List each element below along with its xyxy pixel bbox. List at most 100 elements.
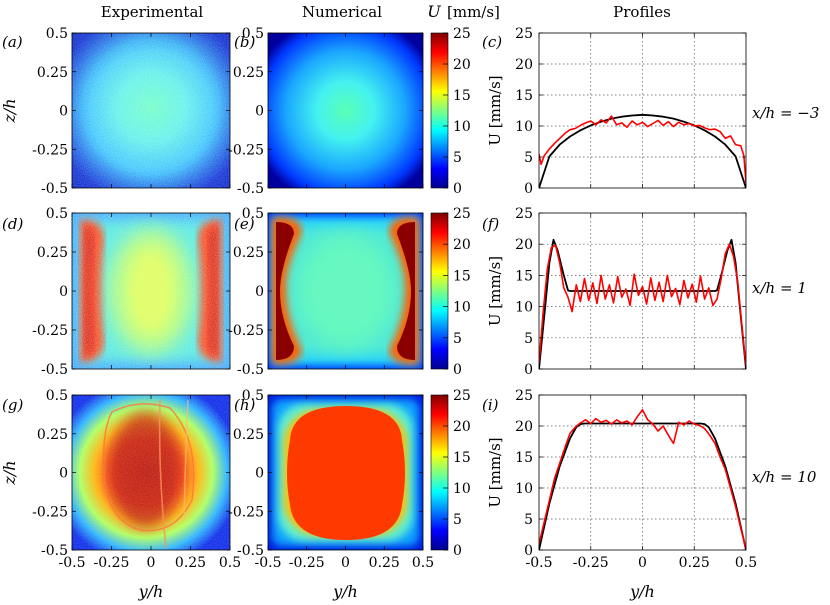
colorbar-tick-label: 25 — [453, 26, 471, 42]
y-tick-label: 20 — [515, 57, 533, 73]
colorbar-tick-label: 20 — [453, 237, 471, 253]
u-axis-label: U [mm/s] — [486, 75, 504, 145]
panel-label-a: (a) — [2, 33, 23, 51]
profile-axes — [539, 395, 746, 550]
colorbar-tick-label: 0 — [453, 543, 462, 559]
y-tick-label: -0.25 — [228, 504, 264, 520]
y-tick-label: 20 — [515, 237, 533, 253]
colorbar-tick-label: 15 — [453, 450, 471, 466]
colorbar-tick-label: 5 — [453, 150, 462, 166]
y-tick-label: 0 — [255, 466, 264, 482]
heatmap-b — [267, 32, 424, 189]
colorbar-b — [430, 32, 449, 189]
axes-decorations: 0.5 0.25 0 -0.25 -0.5 z/h 0.5 0.25 0 -0.25 -0.5 25 2… — [0, 26, 757, 601]
y-tick-label: -0.25 — [228, 142, 264, 158]
y-tick-label: -0.25 — [228, 323, 264, 339]
y-tick-label: 5 — [524, 512, 533, 528]
x-tick-label: -0.5 — [255, 555, 282, 571]
heatmap-d — [71, 212, 231, 370]
y-tick-label: 0 — [524, 362, 533, 378]
colorbar-tick-label: 5 — [453, 331, 462, 347]
heatmap-a — [71, 32, 231, 189]
colorbar-tick-label: 20 — [453, 419, 471, 435]
x-tick-label: 0.5 — [412, 555, 434, 571]
panel-label-h: (h) — [234, 396, 256, 414]
y-tick-label: 5 — [524, 150, 533, 166]
x-tick-label: -0.25 — [573, 555, 609, 571]
y-tick-label: 15 — [515, 268, 533, 284]
x-tick-label: 0.5 — [735, 555, 757, 571]
y-tick-label: 15 — [515, 88, 533, 104]
colorbar-tick-label: 25 — [453, 206, 471, 222]
x-tick-label: -0.5 — [59, 555, 86, 571]
title-colorbar-var: U — [427, 2, 441, 21]
y-tick-label: -0.5 — [237, 362, 264, 378]
panel-label-g: (g) — [2, 396, 23, 414]
heatmap-h — [267, 394, 424, 551]
u-axis-label: U [mm/s] — [486, 437, 504, 507]
y-tick-label: -0.5 — [41, 543, 68, 559]
panel-label-e: (e) — [234, 215, 255, 233]
y-tick-label: -0.5 — [237, 181, 264, 197]
row-label-2: x/h = 1 — [752, 279, 807, 297]
colorbar-tick-label: 25 — [453, 388, 471, 404]
colorbar-tick-label: 10 — [453, 300, 471, 316]
profile-axes — [539, 33, 746, 188]
title-numerical: Numerical — [302, 3, 382, 21]
y-tick-label: 25 — [515, 388, 533, 404]
series-experimental — [539, 115, 746, 184]
y-tick-label: 0 — [524, 181, 533, 197]
x-tick-label: 0 — [341, 555, 350, 571]
y-tick-label: 10 — [515, 300, 533, 316]
panel-label-f: (f) — [482, 215, 499, 233]
y-axis-label: y/h — [332, 582, 358, 601]
z-axis-label: z/h — [0, 460, 19, 485]
y-tick-label: 0.5 — [242, 388, 264, 404]
colorbar-tick-label: 0 — [453, 362, 462, 378]
colorbar-tick-label: 10 — [453, 119, 471, 135]
y-tick-label: 0 — [255, 104, 264, 120]
x-tick-label: 0.25 — [679, 555, 710, 571]
y-tick-label: 25 — [515, 206, 533, 222]
y-tick-label: -0.25 — [32, 504, 68, 520]
y-tick-label: 0 — [255, 284, 264, 300]
heatmap-g — [71, 394, 231, 551]
series-experimental — [539, 409, 746, 549]
y-tick-label: 20 — [515, 419, 533, 435]
x-tick-label: 0 — [638, 555, 647, 571]
y-tick-label: 0 — [59, 104, 68, 120]
profile-axes — [539, 213, 746, 369]
colorbar-tick-label: 10 — [453, 481, 471, 497]
y-tick-label: 0.25 — [37, 245, 68, 261]
x-tick-label: 0.25 — [175, 555, 206, 571]
series-numerical — [539, 422, 746, 550]
y-tick-label: -0.5 — [41, 181, 68, 197]
y-tick-label: 0 — [59, 466, 68, 482]
y-tick-label: 0.25 — [233, 65, 264, 81]
x-tick-label: -0.25 — [289, 555, 325, 571]
x-tick-label: -0.25 — [94, 555, 130, 571]
colorbar-e — [430, 212, 449, 370]
y-tick-label: 15 — [515, 450, 533, 466]
y-axis-label: y/h — [138, 582, 164, 601]
z-axis-label: z/h — [0, 98, 19, 123]
y-tick-label: 0.5 — [46, 26, 68, 42]
y-tick-label: -0.5 — [237, 543, 264, 559]
y-tick-label: 0.5 — [242, 26, 264, 42]
y-tick-label: 5 — [524, 331, 533, 347]
y-tick-label: 0.25 — [233, 427, 264, 443]
y-tick-label: 0.25 — [37, 65, 68, 81]
colorbar-tick-label: 15 — [453, 268, 471, 284]
series-experimental — [539, 243, 746, 366]
panel-label-i: (i) — [482, 396, 499, 414]
profile-x-label: y/h — [629, 582, 655, 601]
row-label-1: x/h = −3 — [752, 104, 819, 122]
u-axis-label: U [mm/s] — [486, 256, 504, 326]
heatmap-e — [267, 212, 424, 370]
y-tick-label: 25 — [515, 26, 533, 42]
y-tick-label: 0 — [59, 284, 68, 300]
y-tick-label: -0.25 — [32, 142, 68, 158]
y-tick-label: 10 — [515, 481, 533, 497]
x-tick-label: 0 — [147, 555, 156, 571]
